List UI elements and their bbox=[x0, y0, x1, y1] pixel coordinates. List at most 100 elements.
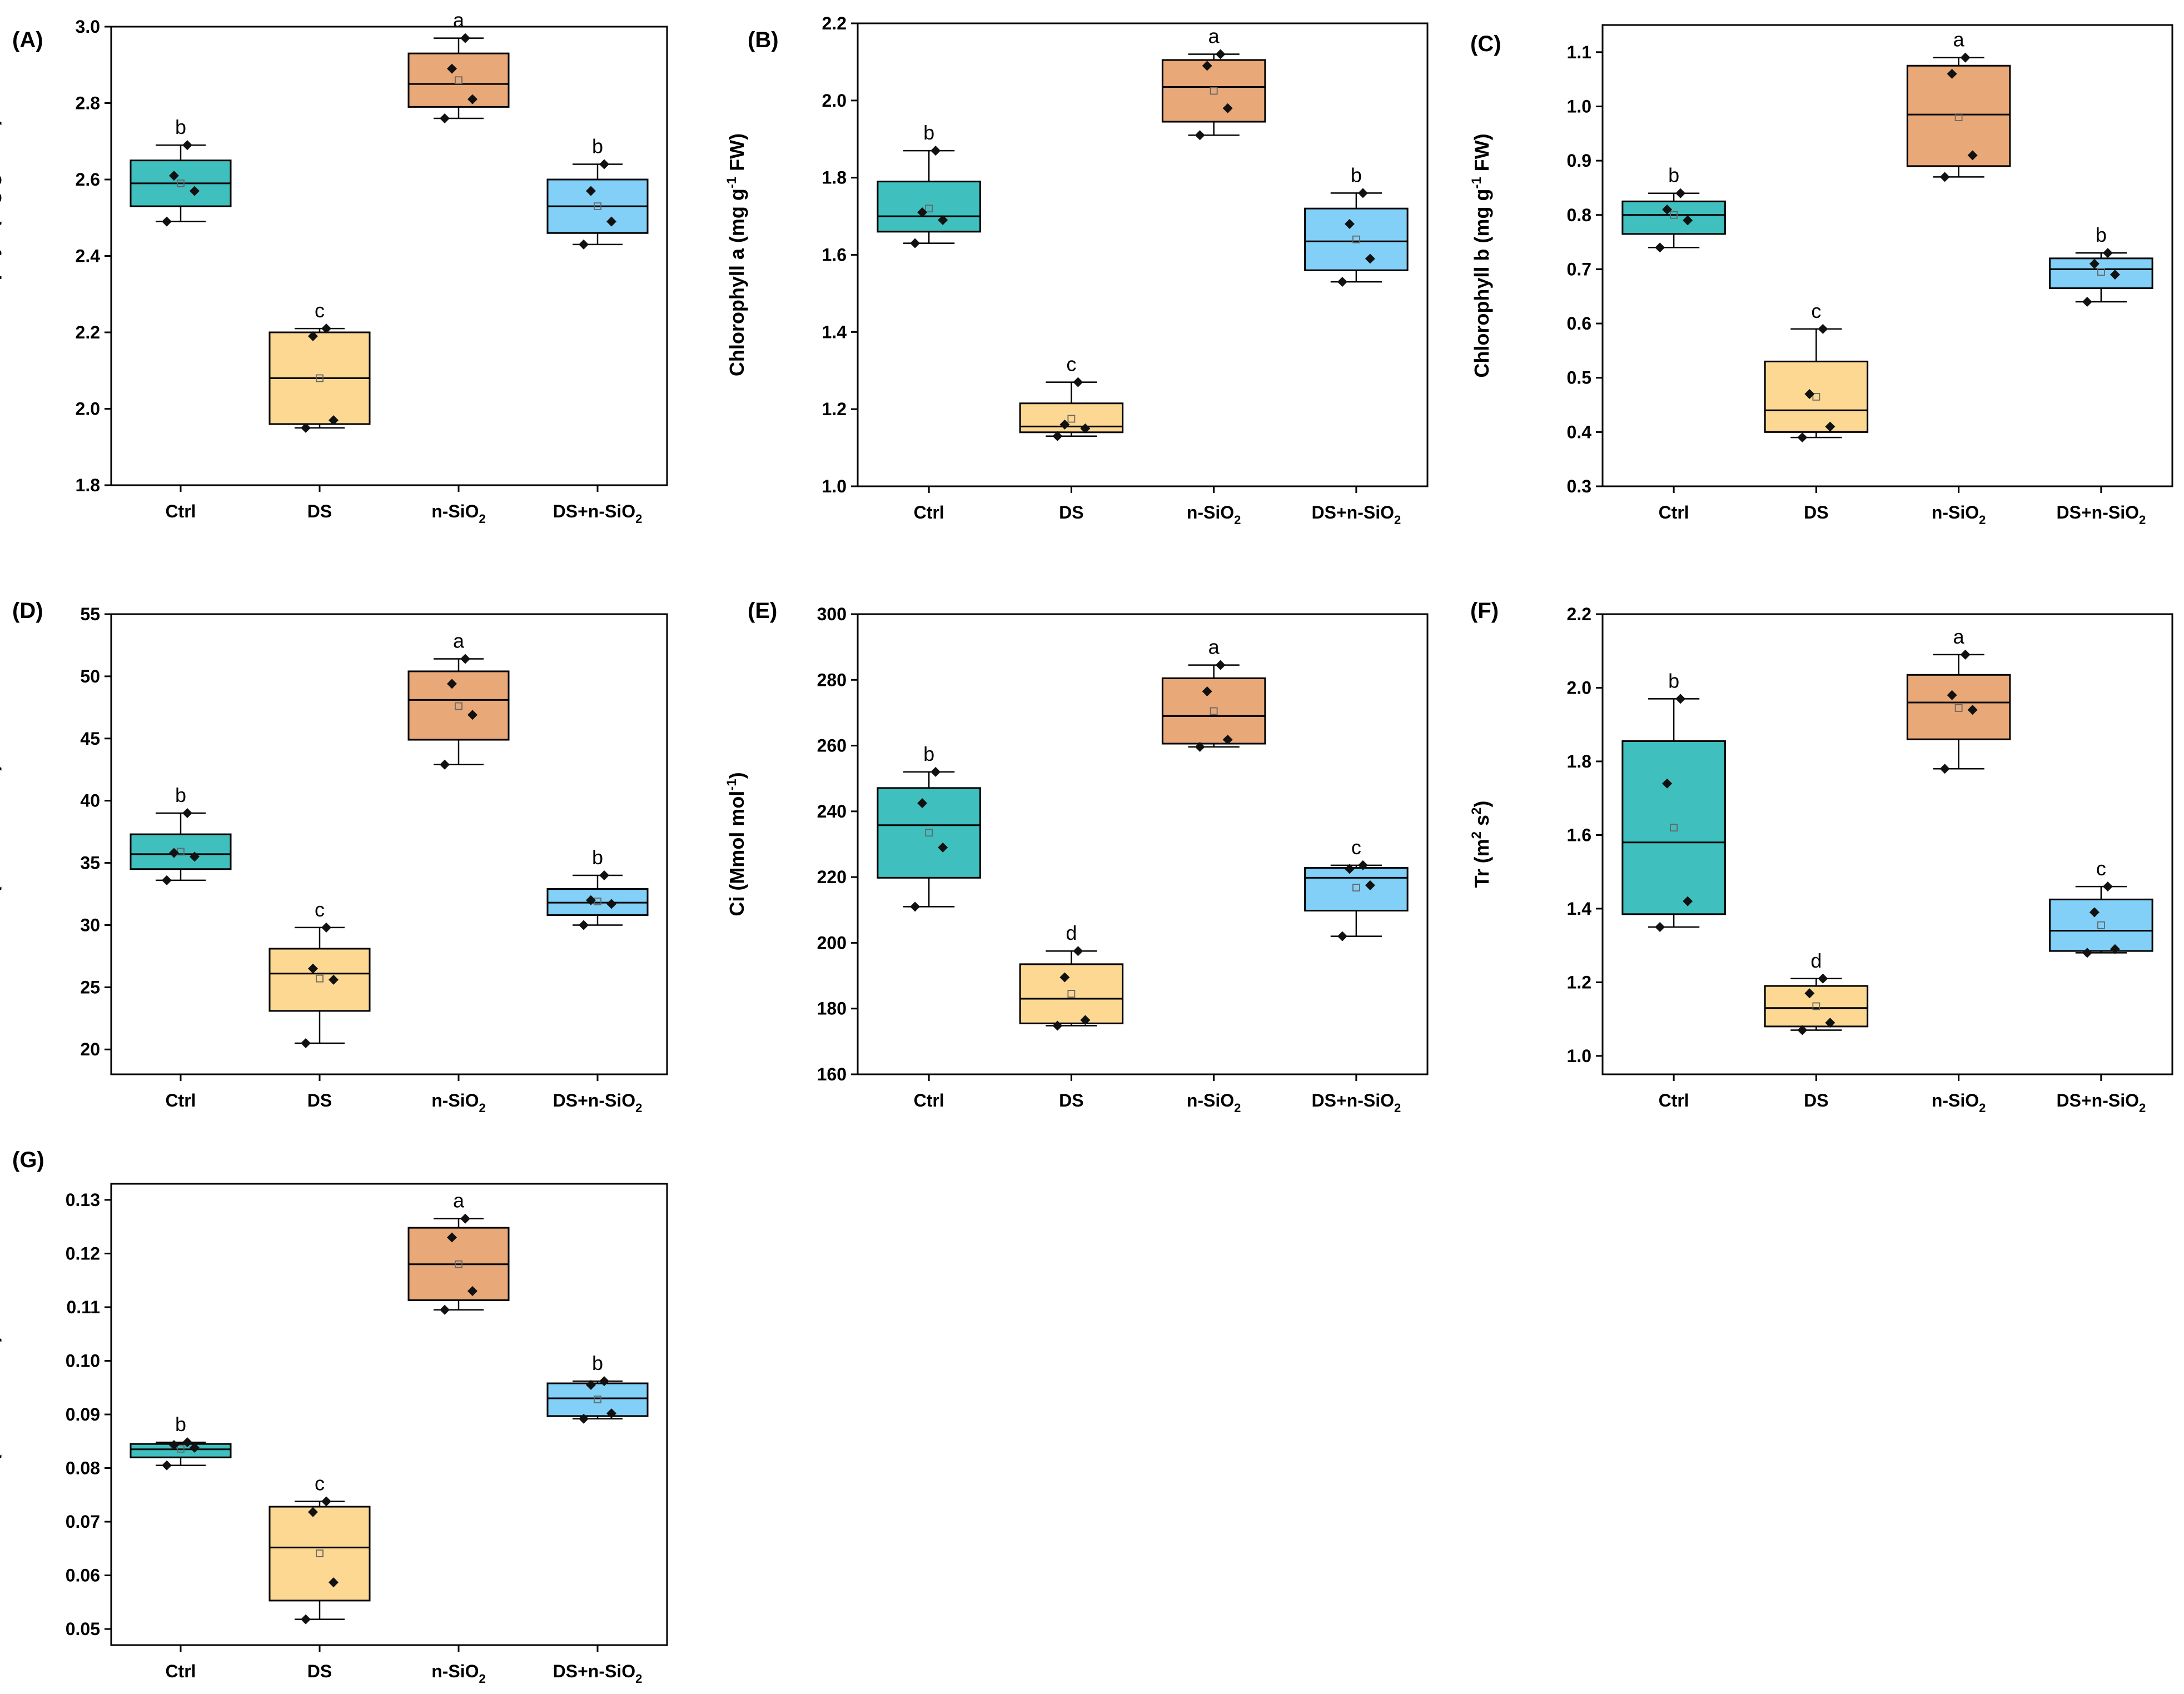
label-text: ) bbox=[0, 764, 2, 771]
box-group: DS+n-SiO2 b bbox=[546, 846, 649, 1115]
panel-label: (C) bbox=[1470, 32, 1501, 56]
data-point bbox=[162, 216, 172, 227]
y-tick-label: 1.2 bbox=[1567, 972, 1591, 992]
data-point bbox=[579, 920, 589, 930]
mean-marker bbox=[1812, 1002, 1820, 1010]
tick-subscript: 2 bbox=[635, 512, 642, 526]
box-group: DS c bbox=[1019, 353, 1124, 522]
tick-text: DS+n-SiO bbox=[553, 1090, 635, 1110]
data-point bbox=[599, 870, 609, 880]
panel-label: (E) bbox=[748, 599, 777, 623]
tick-text: n-SiO bbox=[431, 501, 479, 521]
data-point bbox=[190, 851, 200, 862]
data-point bbox=[1337, 277, 1347, 287]
y-tick-label: 0.12 bbox=[66, 1243, 100, 1263]
data-point bbox=[1818, 973, 1828, 984]
data-point bbox=[2102, 881, 2113, 892]
y-tick-label: 2.0 bbox=[76, 399, 100, 419]
data-point bbox=[1365, 253, 1375, 264]
data-point bbox=[308, 1507, 318, 1517]
tick-subscript: 2 bbox=[1234, 513, 1241, 527]
mean-marker bbox=[1210, 87, 1218, 95]
significance-letter: a bbox=[1953, 625, 1965, 648]
data-point bbox=[1825, 1018, 1835, 1028]
mean-marker bbox=[1954, 704, 1963, 712]
tick-text: n-SiO bbox=[431, 1661, 479, 1681]
box-group: Ctrl b bbox=[1621, 669, 1726, 1110]
box-group: n-SiO2 a bbox=[407, 630, 510, 1115]
data-point bbox=[190, 1442, 200, 1453]
data-point bbox=[1052, 1020, 1063, 1031]
x-tick-label: DS bbox=[1059, 502, 1083, 522]
data-point bbox=[1797, 1025, 1808, 1035]
label-superscript: -1 bbox=[724, 779, 739, 790]
data-point bbox=[586, 1379, 596, 1390]
label-text: FW) bbox=[1470, 133, 1493, 177]
plot-frame bbox=[1601, 24, 2173, 487]
panel-label: (A) bbox=[12, 28, 43, 52]
x-tick-label: n-SiO2 bbox=[431, 1090, 486, 1115]
significance-letter: b bbox=[1668, 164, 1679, 187]
box-group: DS d bbox=[1019, 921, 1124, 1110]
data-point bbox=[1344, 218, 1355, 229]
tick-subscript: 2 bbox=[1979, 1101, 1986, 1115]
significance-letter: a bbox=[1208, 636, 1220, 659]
mean-marker bbox=[455, 76, 462, 84]
data-point bbox=[182, 1437, 192, 1448]
data-point bbox=[301, 1614, 311, 1625]
y-tick-label: 2.2 bbox=[76, 322, 100, 342]
chart-panel: (B) 1.0 1.2 1.4 1.6 1.8 2.0 2.2 Chlorophyll a (m… bbox=[724, 13, 1429, 527]
data-point bbox=[301, 1038, 311, 1049]
x-tick-label: n-SiO2 bbox=[431, 1661, 486, 1686]
tick-subscript: 2 bbox=[635, 1672, 642, 1686]
data-point bbox=[606, 899, 616, 909]
data-point bbox=[1195, 741, 1205, 752]
y-tick-label: 2.2 bbox=[822, 13, 847, 33]
mean-marker bbox=[2097, 268, 2105, 276]
data-point bbox=[2082, 948, 2092, 958]
y-tick-label: 25 bbox=[80, 977, 100, 997]
mean-marker bbox=[1352, 884, 1360, 891]
data-point bbox=[1059, 972, 1070, 983]
mean-marker bbox=[177, 1444, 185, 1453]
box-group: n-SiO2 a bbox=[1906, 625, 2011, 1115]
data-point bbox=[321, 1496, 331, 1507]
significance-letter: a bbox=[1953, 28, 1965, 51]
y-tick-label: 0.05 bbox=[66, 1619, 100, 1639]
tick-text: DS bbox=[307, 1090, 332, 1110]
data-point bbox=[579, 1413, 589, 1424]
significance-letter: b bbox=[2096, 223, 2107, 246]
y-tick-label: 2.0 bbox=[822, 91, 847, 111]
label-text: ) bbox=[0, 1336, 2, 1342]
y-tick-label: 1.6 bbox=[1567, 825, 1591, 845]
box-iqr bbox=[1019, 963, 1124, 1024]
data-point bbox=[1818, 323, 1828, 334]
box-group: DS c bbox=[1764, 300, 1869, 522]
box-group: DS+n-SiO2 c bbox=[2049, 857, 2153, 1115]
significance-letter: b bbox=[923, 743, 934, 765]
box-iqr bbox=[1764, 985, 1869, 1028]
data-point bbox=[1215, 49, 1226, 59]
box-iqr bbox=[268, 948, 371, 1012]
y-tick-label: 0.4 bbox=[1567, 422, 1592, 442]
panel-label: (D) bbox=[12, 599, 43, 623]
data-point bbox=[2110, 944, 2120, 954]
y-tick-label: 1.8 bbox=[76, 475, 100, 495]
mean-marker bbox=[1670, 824, 1678, 832]
x-tick-label: DS bbox=[307, 1090, 332, 1110]
significance-letter: b bbox=[175, 1413, 186, 1436]
box-iqr bbox=[130, 1443, 232, 1458]
data-point bbox=[162, 875, 172, 885]
tick-subscript: 2 bbox=[1979, 513, 1986, 527]
data-point bbox=[329, 1577, 339, 1588]
box-iqr bbox=[546, 1382, 649, 1417]
data-point bbox=[586, 186, 596, 196]
box-iqr bbox=[1019, 402, 1124, 434]
label-text: Pn (Mmol m bbox=[0, 811, 2, 924]
tick-text: Ctrl bbox=[1659, 1090, 1689, 1110]
data-point bbox=[931, 146, 941, 156]
y-tick-label: 50 bbox=[80, 666, 100, 686]
box-group: n-SiO2 a bbox=[407, 9, 510, 526]
mean-marker bbox=[1067, 415, 1076, 423]
